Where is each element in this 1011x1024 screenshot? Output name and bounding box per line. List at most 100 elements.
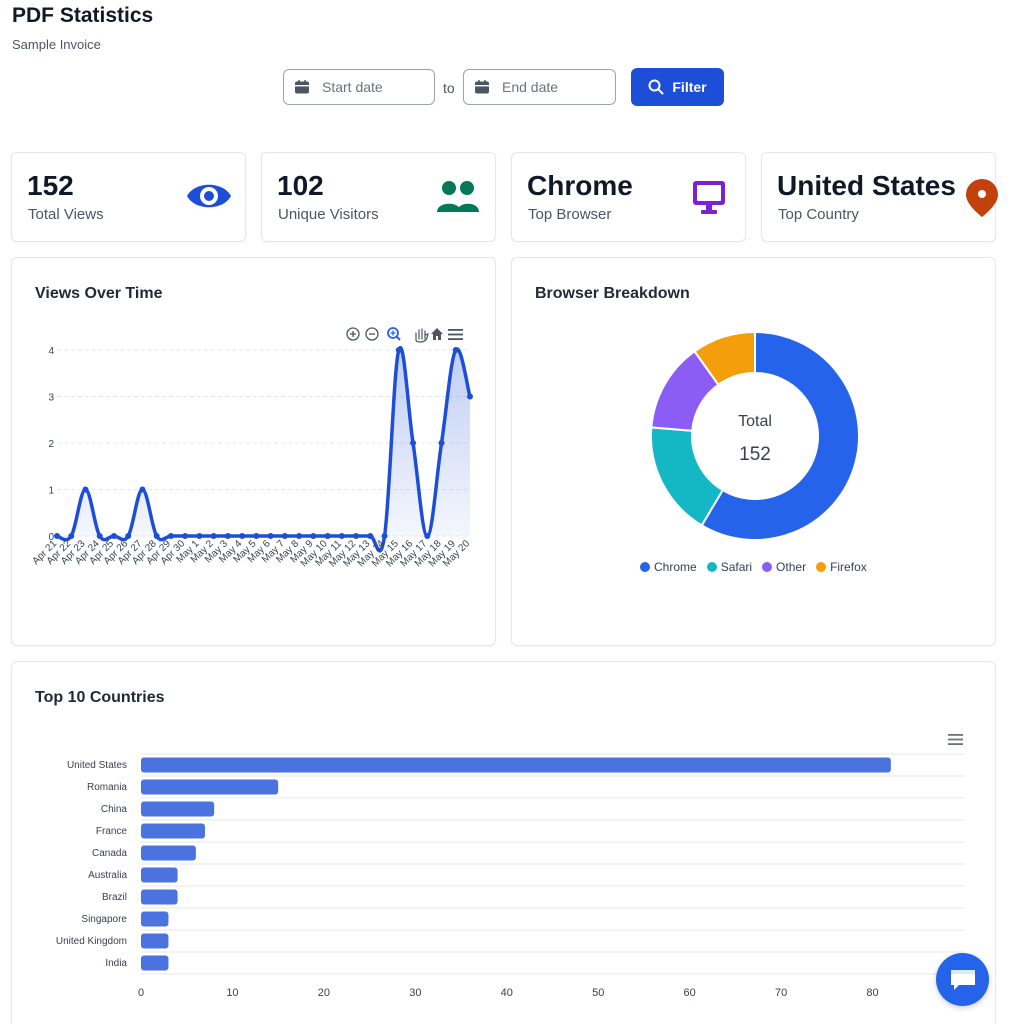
- country-label: Romania: [87, 782, 127, 793]
- country-label: China: [101, 804, 128, 815]
- data-point[interactable]: [467, 393, 473, 400]
- x-tick-label: 0: [138, 987, 144, 999]
- views-over-time-title: Views Over Time: [35, 285, 163, 302]
- to-label: to: [443, 80, 455, 96]
- data-point[interactable]: [267, 533, 274, 539]
- data-point[interactable]: [367, 533, 374, 539]
- monitor-icon: [693, 181, 725, 214]
- data-point[interactable]: [210, 533, 217, 539]
- y-tick-label: 1: [48, 486, 54, 497]
- data-point[interactable]: [182, 533, 189, 539]
- menu-icon[interactable]: [448, 329, 463, 340]
- page-title: PDF Statistics: [12, 4, 154, 27]
- data-point[interactable]: [438, 440, 445, 446]
- data-point[interactable]: [110, 533, 117, 539]
- donut-total-label: Total: [738, 413, 772, 430]
- data-point[interactable]: [139, 486, 146, 493]
- views-over-time-card: Views Over Time: [11, 257, 496, 646]
- bar[interactable]: [141, 779, 279, 795]
- donut-slice-firefox[interactable]: [693, 330, 756, 387]
- bar[interactable]: [141, 845, 196, 861]
- data-point[interactable]: [224, 533, 231, 539]
- legend-label: Chrome: [654, 560, 697, 574]
- data-point[interactable]: [395, 347, 402, 353]
- filter-button[interactable]: Filter: [631, 68, 724, 106]
- eye-icon: [187, 184, 231, 208]
- data-point[interactable]: [410, 440, 417, 446]
- data-point[interactable]: [281, 533, 288, 539]
- data-point[interactable]: [324, 533, 331, 539]
- country-label: India: [105, 958, 127, 969]
- legend-item-other[interactable]: Other: [762, 560, 806, 574]
- data-point[interactable]: [153, 533, 160, 539]
- data-point[interactable]: [125, 533, 132, 539]
- calendar-icon: [295, 80, 309, 94]
- x-tick-label: 40: [501, 987, 513, 999]
- x-tick-label: 80: [866, 987, 878, 999]
- top-countries-card: Top 10 Countries United States Romania Chi…: [11, 661, 996, 1024]
- bar[interactable]: [141, 757, 891, 773]
- data-point[interactable]: [239, 533, 246, 539]
- data-point[interactable]: [296, 533, 303, 539]
- top-countries-title: Top 10 Countries: [35, 689, 165, 706]
- data-point[interactable]: [338, 533, 345, 539]
- legend-item-chrome[interactable]: Chrome: [640, 560, 697, 574]
- data-point[interactable]: [82, 486, 89, 493]
- country-label: United States: [67, 760, 127, 771]
- end-date-input[interactable]: End date: [463, 69, 616, 105]
- views-area-fill: [57, 347, 470, 551]
- data-point[interactable]: [310, 533, 317, 539]
- x-tick-label: 70: [775, 987, 787, 999]
- bar[interactable]: [141, 911, 169, 927]
- bar[interactable]: [141, 801, 215, 817]
- browser-breakdown-title: Browser Breakdown: [535, 285, 690, 302]
- legend-label: Firefox: [830, 560, 867, 574]
- bar[interactable]: [141, 867, 178, 883]
- stat-value: 102: [277, 170, 324, 201]
- donut-slice-chrome[interactable]: [700, 330, 860, 541]
- y-tick-label: 2: [48, 439, 54, 450]
- data-point[interactable]: [96, 533, 103, 539]
- bar[interactable]: [141, 955, 169, 971]
- data-point[interactable]: [253, 533, 260, 539]
- data-point[interactable]: [167, 533, 174, 539]
- x-tick-label: 10: [226, 987, 238, 999]
- y-tick-label: 4: [48, 346, 54, 357]
- data-point[interactable]: [353, 533, 360, 539]
- selection-zoom-icon[interactable]: [387, 327, 401, 341]
- country-label: France: [96, 826, 128, 837]
- stat-label: Unique Visitors: [278, 206, 379, 223]
- zoom-out-icon[interactable]: [365, 327, 379, 341]
- data-point[interactable]: [54, 533, 60, 539]
- country-label: Canada: [92, 848, 127, 859]
- y-tick-label: 0: [48, 532, 54, 543]
- chat-icon: [950, 969, 975, 990]
- stat-value: United States: [777, 170, 956, 201]
- data-point[interactable]: [68, 533, 75, 539]
- start-date-input[interactable]: Start date: [283, 69, 435, 105]
- x-tick-label: 60: [684, 987, 696, 999]
- legend-item-firefox[interactable]: Firefox: [816, 560, 867, 574]
- legend-item-safari[interactable]: Safari: [706, 560, 752, 574]
- y-tick-label: 3: [48, 393, 54, 404]
- country-label: Singapore: [81, 914, 127, 925]
- stat-value: Chrome: [527, 170, 633, 201]
- data-point[interactable]: [424, 533, 431, 539]
- menu-icon[interactable]: [948, 734, 963, 745]
- browser-legend: Chrome Safari Other Firefox: [640, 560, 867, 574]
- pan-icon[interactable]: [415, 328, 429, 343]
- bar[interactable]: [141, 823, 206, 839]
- legend-label: Other: [776, 560, 807, 574]
- data-point[interactable]: [452, 347, 459, 353]
- legend-dot: [640, 562, 650, 572]
- bar[interactable]: [141, 933, 169, 949]
- home-icon[interactable]: [431, 328, 443, 340]
- zoom-in-icon[interactable]: [346, 327, 360, 341]
- stat-card-total-views: 152 Total Views: [11, 152, 246, 242]
- chat-button[interactable]: [936, 953, 989, 1006]
- data-point[interactable]: [196, 533, 203, 539]
- filter-button-label: Filter: [672, 79, 707, 95]
- browser-donut-chart: Total 152: [650, 330, 860, 541]
- bar[interactable]: [141, 889, 178, 905]
- data-point[interactable]: [381, 533, 388, 539]
